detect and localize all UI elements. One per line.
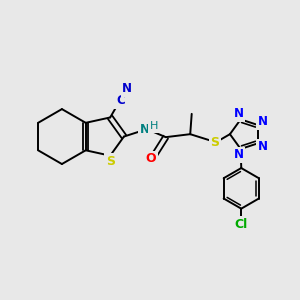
Text: N: N — [234, 107, 244, 120]
Text: Cl: Cl — [235, 218, 248, 231]
Text: S: S — [106, 154, 115, 167]
Text: H: H — [150, 121, 158, 131]
Text: N: N — [140, 124, 149, 136]
Text: N: N — [258, 140, 268, 154]
Text: O: O — [146, 152, 156, 165]
Text: C: C — [116, 94, 125, 107]
Text: S: S — [210, 136, 219, 149]
Text: N: N — [258, 115, 268, 128]
Text: N: N — [122, 82, 132, 95]
Text: N: N — [234, 148, 244, 161]
